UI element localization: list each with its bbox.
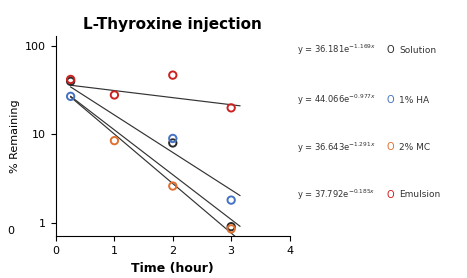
Text: y = 44.066e$^{-0.977x}$: y = 44.066e$^{-0.977x}$ <box>297 93 375 107</box>
Point <box>169 73 177 77</box>
Point <box>67 77 74 82</box>
Point <box>67 79 74 83</box>
Point <box>227 224 235 229</box>
Point <box>111 93 118 97</box>
X-axis label: Time (hour): Time (hour) <box>131 262 214 275</box>
Text: Solution: Solution <box>399 46 436 54</box>
Text: 0: 0 <box>7 226 14 236</box>
Text: O: O <box>386 142 394 152</box>
Title: L-Thyroxine injection: L-Thyroxine injection <box>83 17 262 32</box>
Point <box>111 138 118 143</box>
Text: y = 36.181e$^{-1.169x}$: y = 36.181e$^{-1.169x}$ <box>297 43 375 57</box>
Text: 1% HA: 1% HA <box>399 96 430 105</box>
Y-axis label: % Remaining: % Remaining <box>10 100 20 173</box>
Text: O: O <box>386 45 394 55</box>
Point <box>227 106 235 110</box>
Text: O: O <box>386 190 394 200</box>
Text: 2% MC: 2% MC <box>399 143 431 152</box>
Text: Emulsion: Emulsion <box>399 190 440 199</box>
Text: y = 37.792e$^{-0.185x}$: y = 37.792e$^{-0.185x}$ <box>297 187 375 202</box>
Point <box>227 198 235 202</box>
Text: O: O <box>386 95 394 105</box>
Text: y = 36.643e$^{-1.291x}$: y = 36.643e$^{-1.291x}$ <box>297 140 375 155</box>
Point <box>227 227 235 231</box>
Point <box>67 94 74 99</box>
Point <box>169 184 177 188</box>
Point <box>169 136 177 141</box>
Point <box>169 141 177 145</box>
